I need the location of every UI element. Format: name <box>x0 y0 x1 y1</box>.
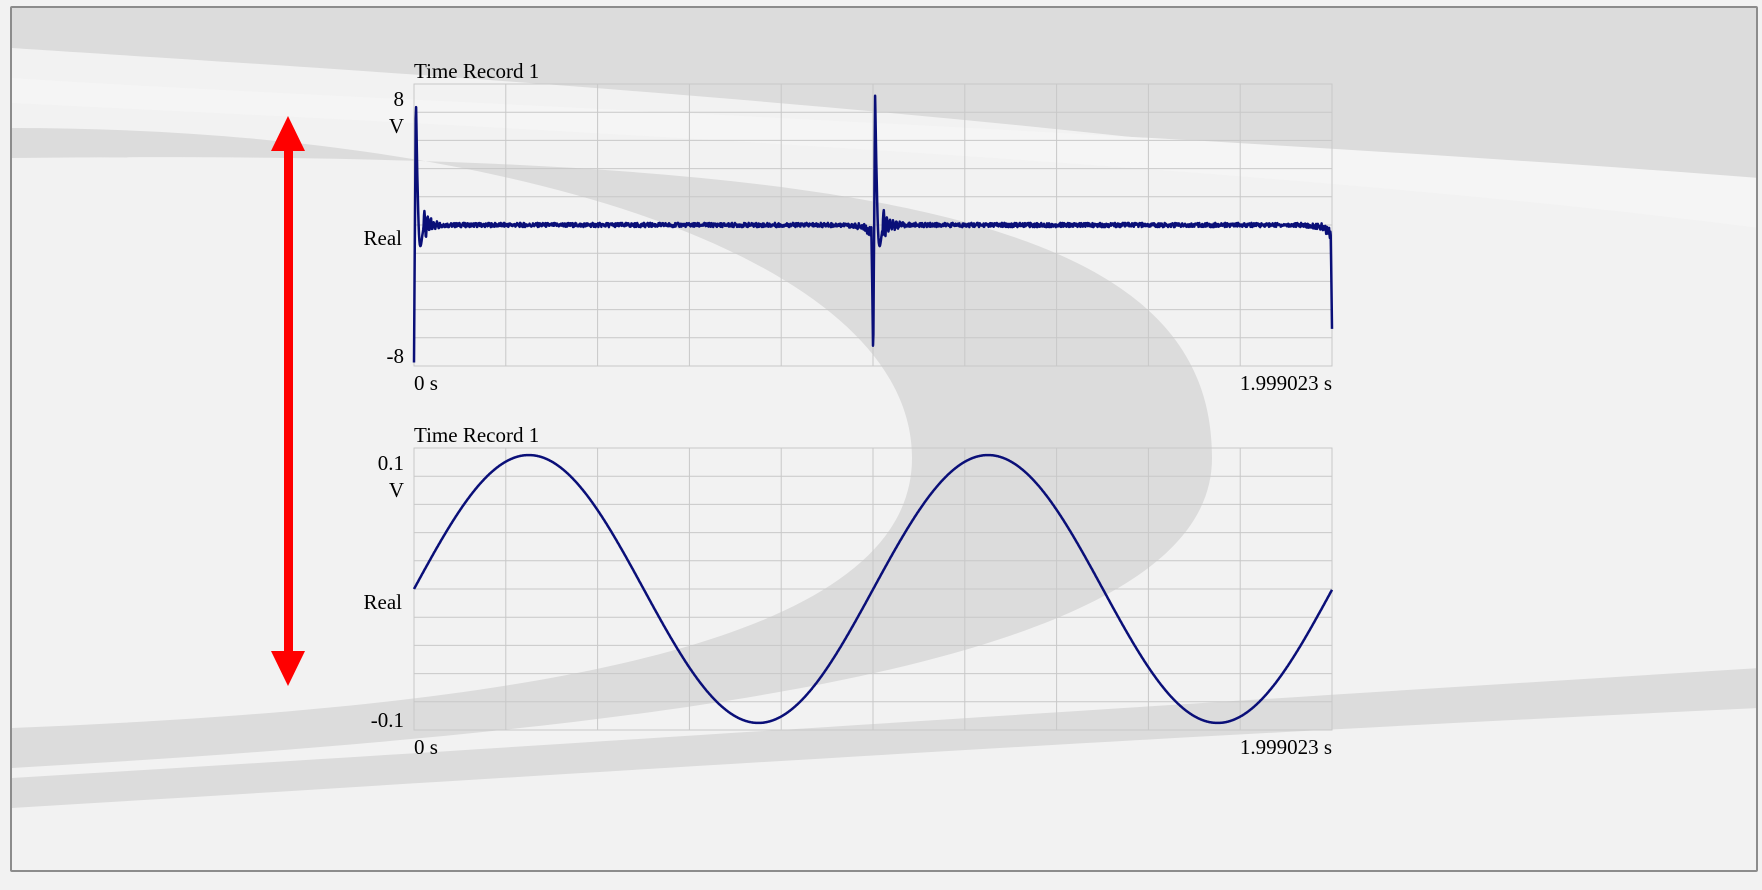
double-arrow-annotation <box>271 116 305 686</box>
y-unit-label: V <box>389 114 404 138</box>
y-tick-bottom: -8 <box>387 344 405 368</box>
charts-svg: Time Record 1 8 V Real -8 0 s 1.999023 s Time … <box>271 59 1334 759</box>
y-tick-bottom: -0.1 <box>371 708 404 732</box>
y-axis-label: Real <box>364 226 403 250</box>
y-tick-top: 0.1 <box>378 451 404 475</box>
x-tick-right: 1.999023 s <box>1240 371 1332 395</box>
arrow-head-up <box>271 116 305 151</box>
y-tick-top: 8 <box>394 87 405 111</box>
chart-bottom: Time Record 1 0.1 V Real -0.1 0 s 1.999023 s <box>364 423 1334 759</box>
chart-title: Time Record 1 <box>414 423 539 447</box>
chart-title: Time Record 1 <box>414 59 539 83</box>
arrow-head-down <box>271 651 305 686</box>
x-tick-right: 1.999023 s <box>1240 735 1332 759</box>
series-line <box>412 453 1334 725</box>
swoosh-background <box>12 8 1756 808</box>
x-tick-left: 0 s <box>414 371 438 395</box>
chart-top: Time Record 1 8 V Real -8 0 s 1.999023 s <box>364 59 1334 395</box>
y-axis-label: Real <box>364 590 403 614</box>
y-unit-label: V <box>389 478 404 502</box>
series-line <box>412 94 1334 363</box>
plot-window: Time Record 1 8 V Real -8 0 s 1.999023 s Time … <box>10 6 1758 872</box>
arrow-shaft <box>284 148 293 654</box>
x-tick-left: 0 s <box>414 735 438 759</box>
